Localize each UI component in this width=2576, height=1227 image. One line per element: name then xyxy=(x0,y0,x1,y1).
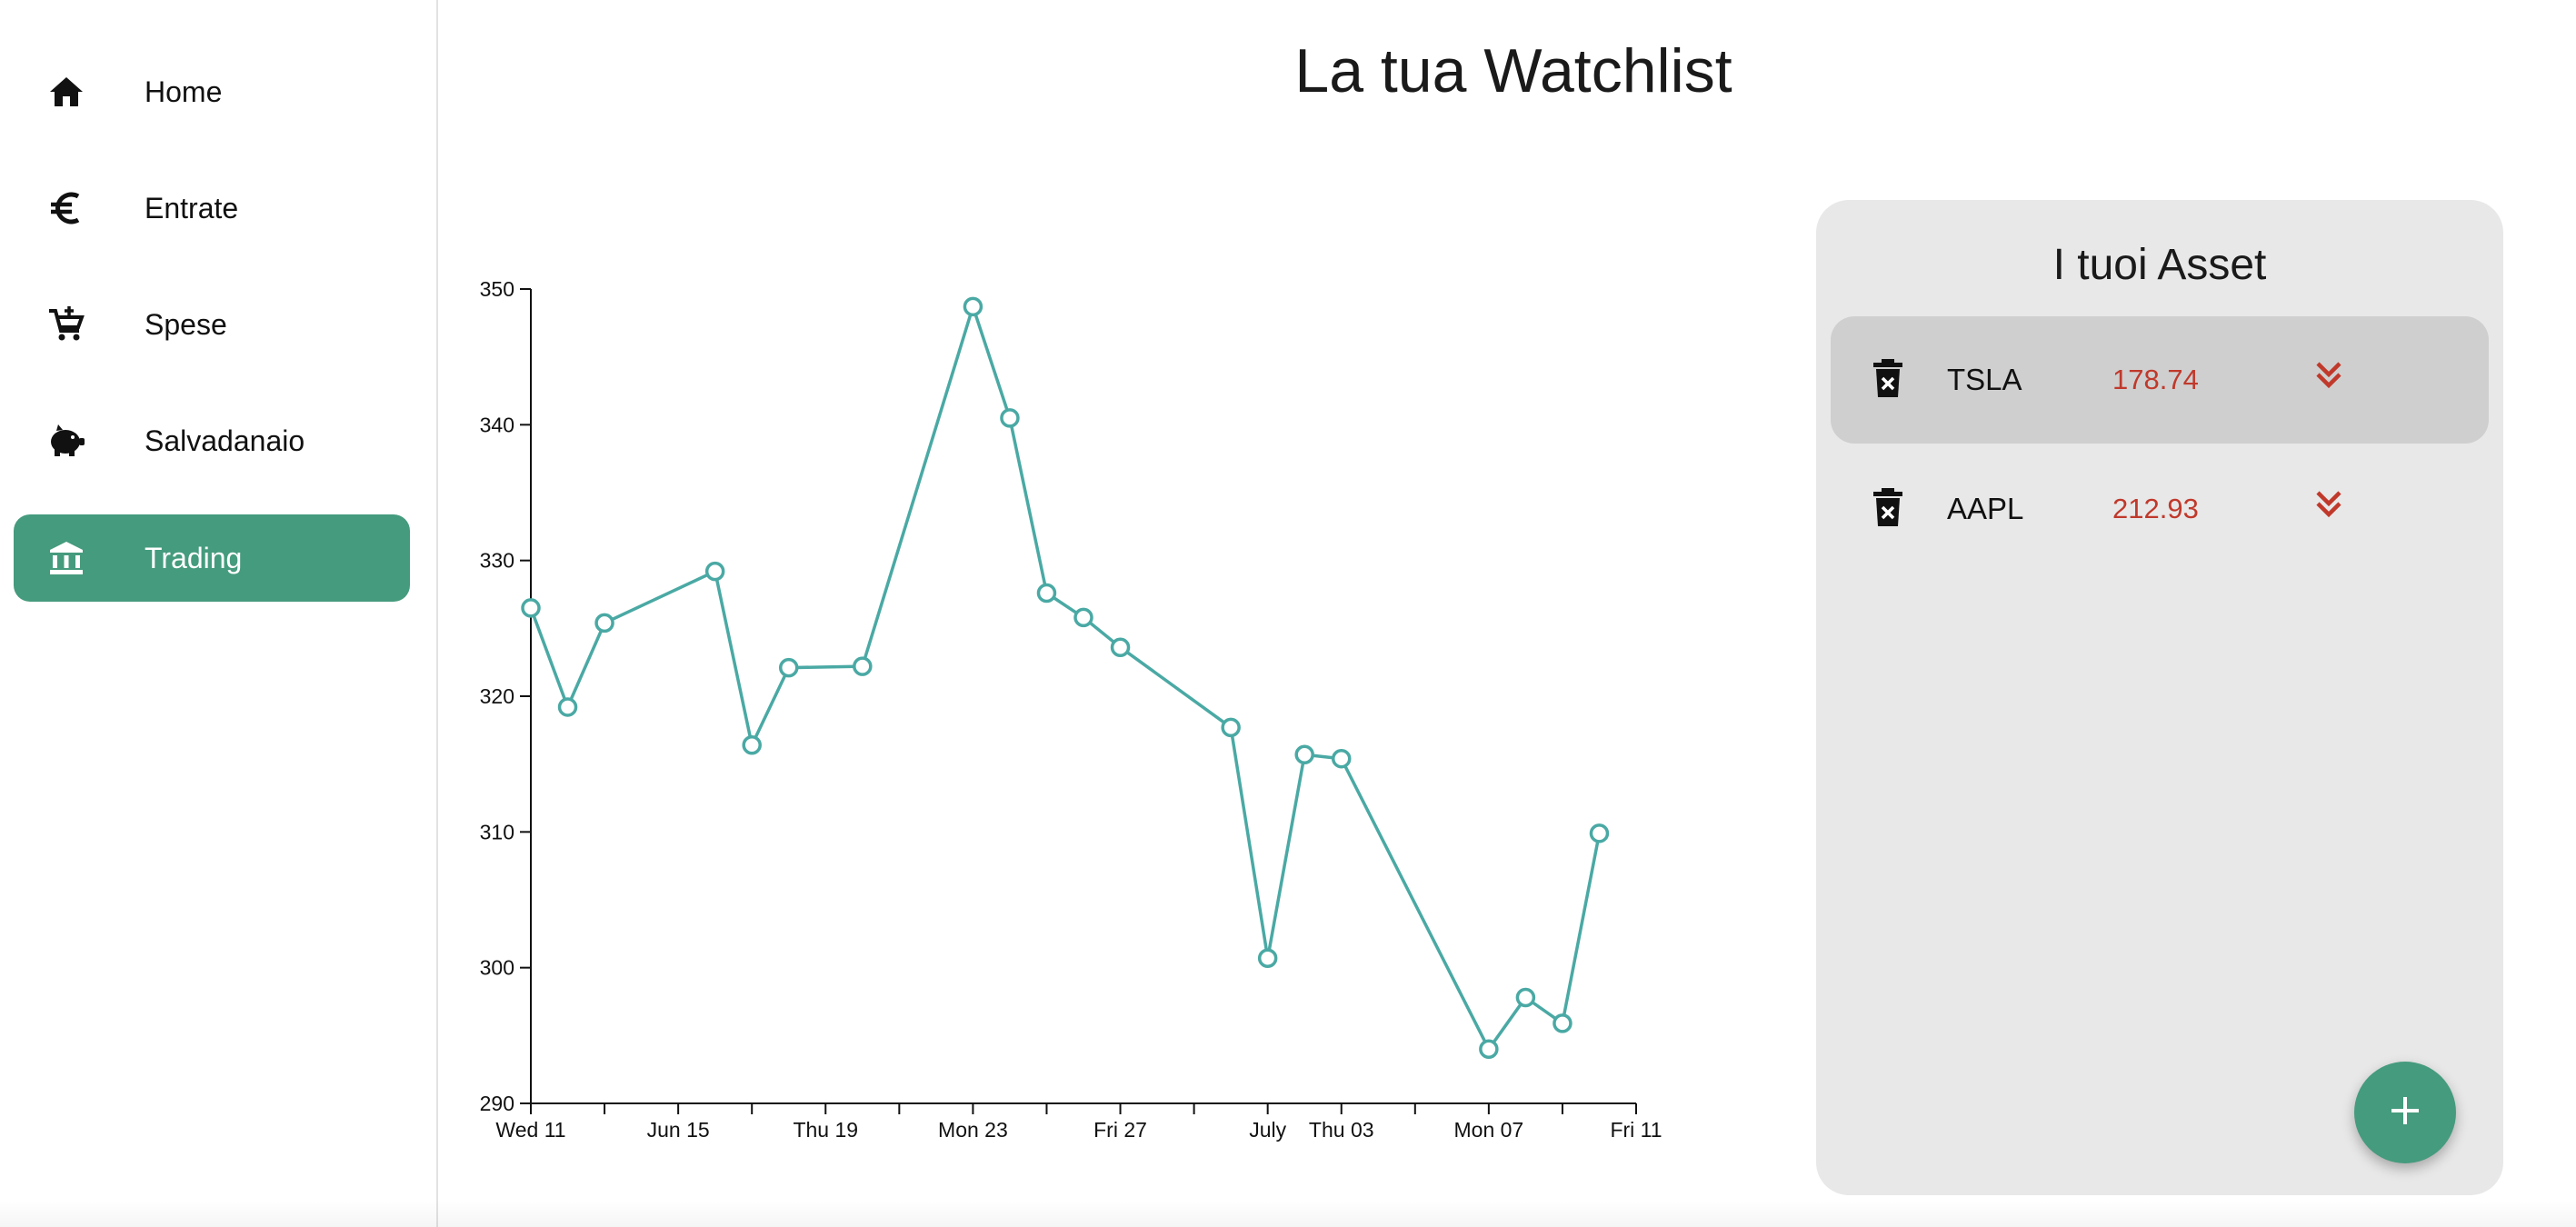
sidebar-item-label: Salvadanaio xyxy=(145,424,305,457)
data-point xyxy=(1515,987,1536,1008)
assets-title: I tuoi Asset xyxy=(2052,241,2267,289)
chevron-double-down-icon[interactable] xyxy=(2311,358,2347,394)
euro-icon xyxy=(46,188,86,228)
y-tick-label: 300 xyxy=(480,956,514,980)
data-point xyxy=(557,697,578,717)
data-point xyxy=(594,613,614,633)
sidebar-item-label: Home xyxy=(145,75,223,108)
x-tick-label: Jun 15 xyxy=(647,1118,710,1142)
sidebar-item-salvadanaio[interactable]: Salvadanaio xyxy=(14,397,410,484)
sidebar: Home Entrate Spese Salvadanaio Trading xyxy=(0,0,438,1227)
sidebar-item-label: Trading xyxy=(145,542,243,574)
asset-price: 178.74 xyxy=(2112,364,2199,395)
data-point xyxy=(1110,637,1131,657)
x-tick-label: Fri 27 xyxy=(1093,1118,1147,1142)
data-point xyxy=(742,735,762,755)
x-tick-label: Mon 07 xyxy=(1454,1118,1524,1142)
sidebar-item-entrate[interactable]: Entrate xyxy=(14,165,410,252)
data-point xyxy=(853,656,873,676)
add-cart-icon xyxy=(46,304,86,344)
asset-row-tsla[interactable]: TSLA 178.74 xyxy=(1831,316,2489,444)
chevron-double-down-icon[interactable] xyxy=(2311,487,2347,524)
asset-price: 212.93 xyxy=(2112,493,2199,524)
x-tick-label: Fri 11 xyxy=(1610,1118,1662,1142)
add-asset-button[interactable] xyxy=(2354,1062,2456,1163)
data-point xyxy=(1479,1039,1499,1060)
y-tick-label: 350 xyxy=(480,277,514,301)
delete-icon[interactable] xyxy=(1872,358,1904,398)
x-tick-label: Thu 03 xyxy=(1309,1118,1374,1142)
data-point xyxy=(963,296,983,317)
data-point xyxy=(1221,717,1241,738)
y-tick-label: 310 xyxy=(480,820,514,843)
x-tick-label: Wed 11 xyxy=(495,1118,565,1142)
assets-panel: I tuoi Asset TSLA 178.74 AAPL 212.93 xyxy=(1816,200,2503,1195)
sidebar-item-label: Entrate xyxy=(145,192,239,224)
home-icon xyxy=(46,72,86,112)
data-point xyxy=(1553,1013,1573,1033)
page-title: La tua Watchlist xyxy=(1294,36,1732,105)
asset-row-aapl[interactable]: AAPL 212.93 xyxy=(1831,445,2489,573)
data-point xyxy=(1589,823,1610,843)
data-point xyxy=(1331,748,1352,769)
x-tick-label: Mon 23 xyxy=(938,1118,1008,1142)
data-point xyxy=(1294,744,1314,764)
y-tick-label: 340 xyxy=(480,413,514,436)
sidebar-item-label: Spese xyxy=(145,308,227,341)
asset-symbol: AAPL xyxy=(1947,492,2024,525)
price-chart: 290 300 310 320 330 340 350 Wed 11 Jun 15 Thu 19 M… xyxy=(445,254,1700,1163)
data-point xyxy=(1036,583,1057,604)
asset-symbol: TSLA xyxy=(1947,363,2022,396)
bottom-edge xyxy=(0,1200,2576,1227)
line-chart: 290 300 310 320 330 340 350 Wed 11 Jun 15 Thu 19 M… xyxy=(480,277,1662,1142)
y-tick-label: 330 xyxy=(480,549,514,573)
x-tick-label: Thu 19 xyxy=(793,1118,858,1142)
data-point xyxy=(1257,948,1278,968)
sidebar-item-trading[interactable]: Trading xyxy=(14,514,410,602)
data-point xyxy=(778,657,799,678)
piggy-bank-icon xyxy=(46,421,86,461)
data-point xyxy=(521,598,541,618)
sidebar-item-spese[interactable]: Spese xyxy=(14,281,410,368)
y-tick-label: 290 xyxy=(480,1092,514,1115)
y-tick-label: 320 xyxy=(480,684,514,708)
plus-icon xyxy=(2387,1092,2423,1133)
delete-icon[interactable] xyxy=(1872,487,1904,527)
bank-icon xyxy=(46,538,86,578)
data-point xyxy=(1000,408,1020,428)
series-line xyxy=(529,304,1602,1052)
data-point xyxy=(704,561,725,582)
sidebar-item-home[interactable]: Home xyxy=(14,48,410,135)
x-tick-label: July xyxy=(1249,1118,1286,1142)
data-point xyxy=(1073,607,1093,628)
